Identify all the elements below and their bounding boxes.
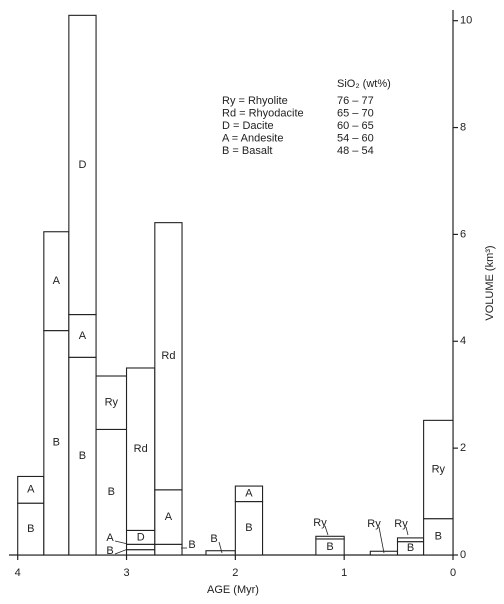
segment-label: A — [53, 275, 61, 287]
segment-label: Rd — [161, 350, 175, 362]
segment-label: D — [137, 531, 145, 543]
y-tick-label: 2 — [460, 442, 466, 454]
bar-segment — [154, 222, 183, 491]
leader-line — [218, 541, 223, 554]
segment-label: A — [245, 488, 253, 500]
bar-segment — [125, 543, 156, 551]
bar-segment — [396, 537, 425, 543]
bar-segment — [234, 501, 264, 556]
segment-label: B — [210, 533, 217, 545]
leader-line — [405, 526, 409, 536]
bar-segment — [17, 475, 45, 504]
legend-entry: B = Basalt — [222, 145, 272, 157]
segment-label: B — [27, 523, 34, 535]
bar-segment — [68, 314, 97, 358]
legend-entry: A = Andesite — [222, 132, 283, 144]
segment-label: B — [79, 450, 86, 462]
segment-label: A — [27, 484, 35, 496]
leader-line — [114, 540, 129, 545]
leader-line — [378, 526, 385, 554]
segment-label: Ry — [394, 518, 408, 530]
segment-label: B — [108, 486, 115, 498]
segment-label: B — [245, 522, 252, 534]
legend-range: 65 – 70 — [337, 107, 374, 119]
segment-label: A — [79, 330, 87, 342]
leader-line — [324, 525, 329, 536]
y-tick-label: 8 — [460, 121, 466, 133]
bar-segment — [154, 489, 183, 545]
bar-segment — [43, 330, 70, 556]
segment-label: B — [53, 437, 60, 449]
bar-segment — [95, 375, 128, 430]
x-axis-label: AGE (Myr) — [207, 584, 259, 596]
bar-segment — [68, 14, 97, 316]
segment-label: A — [165, 511, 173, 523]
legend-range: 48 – 54 — [337, 145, 374, 157]
segment-label: B — [188, 539, 195, 551]
bar-segment — [315, 535, 345, 540]
segment-label: Rd — [134, 443, 148, 455]
x-tick-label: 3 — [123, 567, 129, 579]
segment-label: Ry — [432, 463, 446, 475]
x-tick-label: 2 — [232, 567, 238, 579]
segment-label: B — [106, 545, 113, 557]
segment-label: D — [78, 159, 86, 171]
segment-label: B — [326, 541, 333, 553]
leader-line — [114, 548, 129, 555]
x-tick-label: 4 — [15, 567, 21, 579]
segment-label: A — [106, 532, 114, 544]
segment-label: Ry — [367, 518, 381, 530]
x-tick-label: 1 — [341, 567, 347, 579]
legend-range: 60 – 65 — [337, 120, 374, 132]
segment-label: B — [435, 531, 442, 543]
bar-segment — [154, 543, 183, 556]
segment-label: Ry — [313, 517, 327, 529]
bar-segment — [68, 356, 97, 556]
bar-segment — [125, 549, 156, 556]
segment-label: B — [407, 542, 414, 554]
y-tick-label: 0 — [460, 549, 466, 561]
segment-label: Ry — [105, 397, 119, 409]
legend-range: 76 – 77 — [337, 95, 374, 107]
bar-segment — [125, 367, 156, 531]
bar-segment — [205, 550, 236, 556]
bar-segment — [423, 419, 454, 520]
bar-segment — [43, 231, 70, 332]
y-tick-label: 10 — [460, 15, 472, 27]
y-tick-label: 4 — [460, 335, 466, 347]
legend-entry: Ry = Rhyolite — [222, 95, 288, 107]
legend-range: 54 – 60 — [337, 132, 374, 144]
x-tick-label: 0 — [450, 567, 456, 579]
bar-segment — [423, 518, 454, 556]
legend-entry: Rd = Rhyodacite — [222, 107, 304, 119]
legend-entry: D = Dacite — [222, 120, 274, 132]
legend-title: SiO₂ (wt%) — [337, 78, 391, 90]
bar-segment — [234, 485, 264, 503]
y-axis-label: VOLUME (km³) — [484, 245, 496, 320]
y-tick-label: 6 — [460, 228, 466, 240]
